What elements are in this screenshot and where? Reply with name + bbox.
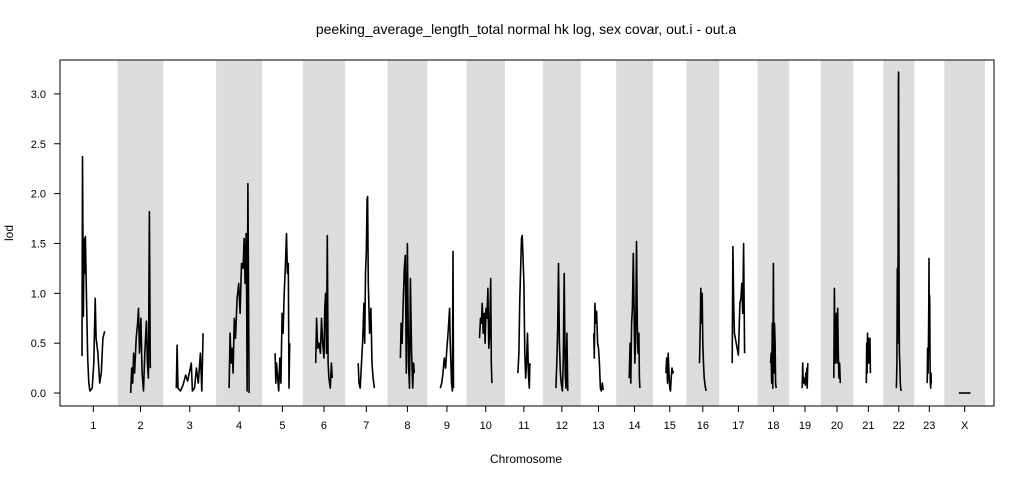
x-tick-label-14: 14: [628, 420, 640, 432]
lod-line-chr-8: [399, 242, 416, 389]
chromosome-band-12: [542, 60, 581, 406]
x-tick-label-20: 20: [831, 420, 843, 432]
x-tick-label-8: 8: [404, 420, 410, 432]
chromosome-band-X: [944, 60, 985, 406]
y-tick-label-3.0: 3.0: [31, 89, 46, 101]
x-tick-label-4: 4: [236, 420, 242, 432]
lod-line-chr-7: [357, 195, 376, 389]
chromosome-band-8: [387, 60, 428, 406]
chromosome-band-4: [216, 60, 263, 406]
x-tick-label-9: 9: [444, 420, 450, 432]
lod-line-chr-11: [517, 234, 531, 389]
lod-line-chr-22: [895, 71, 902, 392]
lod-line-chr-16: [698, 287, 707, 392]
x-axis: 1 2 3 4 5 6 7 8 9 10 11 12 13 14 15 16 17 18 19 20 21 22 23 X: [90, 406, 969, 432]
lod-line-chr-14: [628, 240, 641, 389]
chart-title: peeking_average_length_total normal hk l…: [316, 21, 736, 37]
lod-line-chr-18: [769, 262, 777, 389]
lod-line-chr-9: [439, 250, 455, 392]
y-tick-label-2.0: 2.0: [31, 189, 46, 201]
plot-frame: [59, 59, 995, 407]
y-tick-label-1.5: 1.5: [31, 238, 46, 250]
lod-line-chr-6: [314, 234, 333, 389]
lod-line-chr-19: [801, 362, 809, 389]
x-tick-label-22: 22: [893, 420, 905, 432]
lod-line-chr-13: [593, 302, 604, 392]
lod-line-chr-20: [833, 287, 842, 384]
x-tick-label-2: 2: [137, 420, 143, 432]
lod-line-chr-10: [478, 277, 493, 384]
y-axis: 0.0 0.5 1.0 1.5 2.0 2.5 3.0: [31, 89, 60, 400]
y-tick-label-0.5: 0.5: [31, 338, 46, 350]
x-tick-label-15: 15: [664, 420, 676, 432]
lod-line-chr-2: [129, 210, 152, 394]
lod-line-chr-21: [865, 332, 872, 384]
lod-line-chr-5: [274, 232, 291, 392]
x-tick-label-19: 19: [799, 420, 811, 432]
lod-series: [81, 71, 971, 394]
x-axis-label: Chromosome: [490, 452, 562, 466]
x-tick-label-3: 3: [187, 420, 193, 432]
x-tick-label-5: 5: [279, 420, 285, 432]
lod-line-chr-15: [665, 352, 675, 392]
x-tick-label-X: X: [961, 420, 969, 432]
x-tick-label-21: 21: [862, 420, 874, 432]
x-tick-label-23: 23: [923, 420, 935, 432]
lod-line-chr-1: [81, 155, 106, 392]
y-axis-label: lod: [2, 225, 16, 241]
x-tick-label-16: 16: [697, 420, 709, 432]
lod-line-chr-3: [175, 333, 204, 392]
x-tick-label-12: 12: [556, 420, 568, 432]
x-tick-label-18: 18: [767, 420, 779, 432]
chromosome-band-2: [117, 60, 164, 406]
chromosome-band-10: [466, 60, 505, 406]
lod-line-chr-17: [731, 242, 746, 364]
y-tick-label-0.0: 0.0: [31, 388, 46, 400]
lod-line-chr-23: [926, 257, 933, 389]
x-tick-label-1: 1: [90, 420, 96, 432]
x-tick-label-17: 17: [732, 420, 744, 432]
lod-line-chr-12: [555, 262, 569, 392]
x-tick-label-6: 6: [321, 420, 327, 432]
x-tick-label-13: 13: [592, 420, 604, 432]
lod-line-chr-4: [228, 182, 250, 394]
y-tick-label-2.5: 2.5: [31, 139, 46, 151]
x-tick-label-7: 7: [363, 420, 369, 432]
x-tick-label-11: 11: [518, 420, 529, 432]
x-tick-label-10: 10: [480, 420, 492, 432]
y-tick-label-1.0: 1.0: [31, 288, 46, 300]
